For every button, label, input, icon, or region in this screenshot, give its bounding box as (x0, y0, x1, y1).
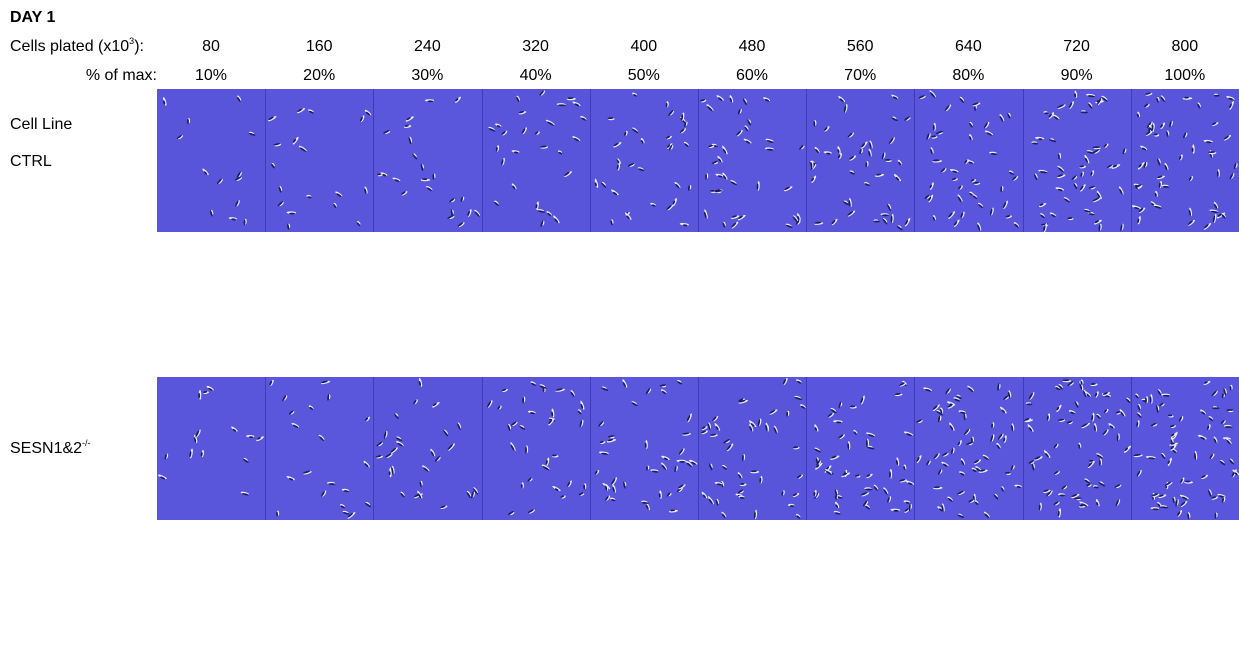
cells-plated-value-4: 400 (630, 38, 658, 55)
cell-scatter (482, 89, 591, 232)
cell-line-header: Cell Line (10, 116, 73, 133)
micrograph-panel (157, 377, 266, 520)
percent-value-1: 20% (303, 67, 336, 84)
cell-scatter (482, 377, 591, 520)
cells-plated-label: Cells plated (x103): (10, 35, 144, 55)
micrograph-panel (806, 89, 916, 232)
micrograph-strip-sesn (157, 377, 1239, 520)
micrograph-panel (589, 377, 699, 520)
cell-scatter (1131, 377, 1239, 520)
row-label-ctrl: CTRL (10, 153, 52, 170)
cell-scatter (590, 377, 699, 520)
cell-scatter (266, 377, 375, 520)
cells-plated-value-0: 80 (202, 38, 220, 55)
cells-plated-value-6: 560 (846, 38, 874, 55)
cell-scatter (915, 377, 1024, 520)
cell-scatter (807, 377, 916, 520)
row-label-sesn: SESN1&2-/- (10, 437, 91, 457)
cell-scatter (157, 377, 266, 520)
figure-title: DAY 1 (10, 9, 56, 26)
cell-scatter (1023, 377, 1132, 520)
cell-scatter (915, 89, 1024, 232)
micrograph-panel (481, 89, 591, 232)
cell-scatter (157, 89, 266, 232)
percent-value-6: 70% (844, 67, 877, 84)
cells-plated-value-3: 320 (522, 38, 549, 55)
percent-value-4: 50% (627, 67, 660, 84)
cell-scatter (1131, 89, 1239, 232)
cells-plated-value-9: 800 (1171, 38, 1199, 55)
cell-scatter (266, 89, 375, 232)
cell-scatter (374, 89, 483, 232)
micrograph-panel (698, 89, 808, 232)
cell-scatter (1023, 89, 1132, 232)
micrograph-panel (1022, 377, 1132, 520)
percent-value-5: 60% (735, 67, 769, 84)
percent-of-max-label: % of max: (85, 67, 157, 84)
cell-scatter (807, 89, 916, 232)
percent-value-2: 30% (411, 67, 444, 84)
micrograph-panel (373, 377, 483, 520)
cells-plated-value-8: 720 (1063, 38, 1090, 55)
percent-value-9: 100% (1164, 67, 1206, 84)
micrograph-panel (698, 377, 808, 520)
cells-plated-value-2: 240 (414, 38, 441, 55)
micrograph-panel (481, 377, 591, 520)
micrograph-panel (914, 377, 1024, 520)
cell-scatter (590, 89, 699, 232)
micrograph-panel (914, 89, 1024, 232)
micrograph-strip-ctrl (157, 89, 1239, 232)
micrograph-panel (1130, 377, 1239, 520)
percent-value-7: 80% (952, 67, 985, 84)
cell-scatter (699, 89, 808, 232)
cell-scatter (374, 377, 483, 520)
micrograph-panel (806, 377, 916, 520)
percent-value-3: 40% (519, 67, 552, 84)
cells-plated-value-7: 640 (955, 38, 982, 55)
micrograph-panel (373, 89, 483, 232)
micrograph-panel (1130, 89, 1239, 232)
cells-plated-value-5: 480 (738, 38, 766, 55)
micrograph-panel (1022, 89, 1132, 232)
percent-value-0: 10% (194, 67, 228, 84)
micrograph-panel (589, 89, 699, 232)
micrograph-panel (157, 89, 266, 232)
micrograph-panel (265, 89, 375, 232)
micrograph-panel (265, 377, 375, 520)
cell-scatter (699, 377, 808, 520)
percent-value-8: 90% (1060, 67, 1093, 84)
cells-plated-value-1: 160 (305, 38, 333, 55)
